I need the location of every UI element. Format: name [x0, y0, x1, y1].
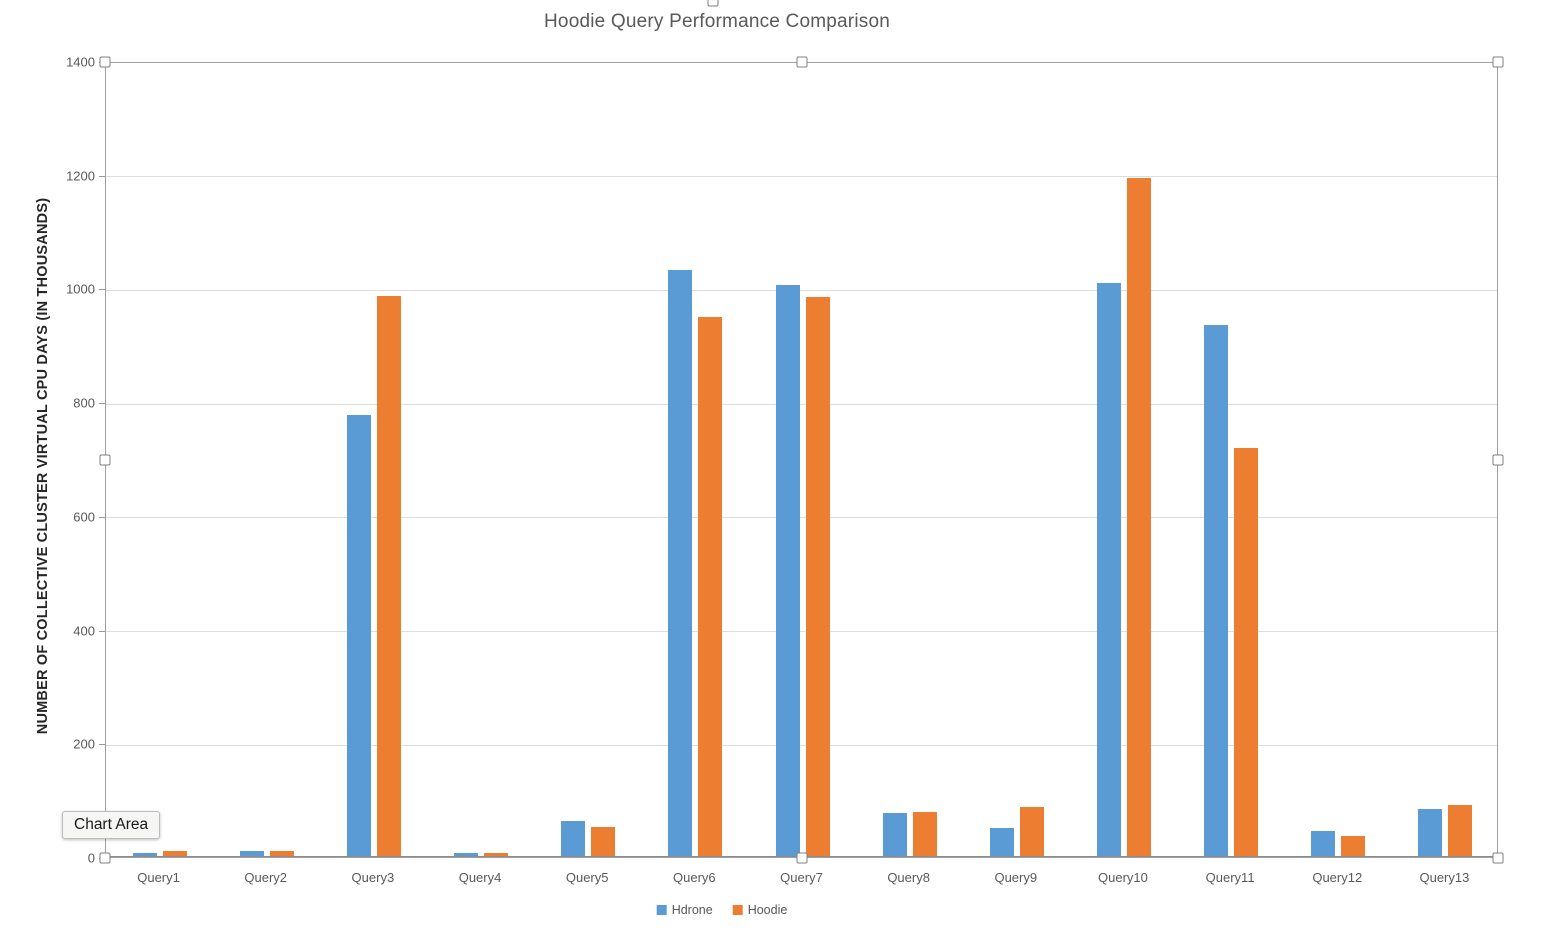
bar-hdrone-query9[interactable]: [989, 828, 1014, 856]
bar-hoodie-query7[interactable]: [805, 297, 830, 856]
bar-hoodie-query10[interactable]: [1126, 177, 1151, 856]
x-tick-label-query11: Query11: [1205, 870, 1255, 885]
bar-hoodie-query3[interactable]: [376, 295, 401, 856]
bar-hoodie-query5[interactable]: [591, 827, 616, 856]
bar-hdrone-query13[interactable]: [1418, 809, 1443, 856]
y-axis-tick: [99, 403, 105, 405]
gridline: [106, 744, 1497, 746]
bar-hdrone-query2[interactable]: [239, 850, 264, 856]
selection-handle-bottom-center[interactable]: [796, 852, 807, 864]
x-tick-label-query1: Query1: [137, 870, 180, 885]
y-tick-label: 400: [73, 623, 95, 639]
bar-hdrone-query8[interactable]: [882, 812, 907, 856]
bar-hoodie-query6[interactable]: [698, 317, 723, 856]
chart-title[interactable]: Hoodie Query Performance Comparison: [544, 11, 890, 32]
y-axis-tick: [99, 289, 105, 291]
x-tick-label-query2: Query2: [244, 870, 288, 885]
selection-handle-bottom-right[interactable]: [1492, 852, 1504, 864]
selection-handle-mid-right[interactable]: [1492, 454, 1504, 466]
x-tick-label-query5: Query5: [565, 870, 609, 885]
bar-hdrone-query12[interactable]: [1311, 830, 1336, 856]
bar-hoodie-query1[interactable]: [162, 850, 187, 856]
legend-label: Hdrone: [671, 903, 713, 917]
y-tick-label: 200: [73, 736, 95, 752]
x-tick-label-query10: Query10: [1098, 870, 1148, 885]
y-tick-label: 0: [87, 850, 95, 866]
x-tick-label-query13: Query13: [1419, 870, 1470, 885]
bar-hoodie-query13[interactable]: [1448, 804, 1473, 856]
bar-hoodie-query9[interactable]: [1019, 807, 1044, 856]
x-tick-label-query6: Query6: [673, 870, 716, 885]
gridline: [106, 176, 1497, 178]
legend-item-hdrone[interactable]: Hdrone: [656, 903, 713, 917]
bar-hoodie-query4[interactable]: [484, 853, 509, 856]
legend-swatch-hoodie: [732, 905, 743, 915]
bar-hdrone-query11[interactable]: [1204, 324, 1229, 856]
bar-hdrone-query1[interactable]: [132, 853, 157, 856]
selection-handle-chart-top-center[interactable]: [707, 0, 719, 7]
bar-hdrone-query4[interactable]: [454, 853, 479, 856]
bar-hdrone-query6[interactable]: [668, 270, 693, 856]
plot-area[interactable]: [105, 62, 1498, 858]
x-tick-label-query7: Query7: [780, 870, 823, 885]
selection-handle-mid-left[interactable]: [99, 454, 111, 466]
y-tick-label: 600: [73, 509, 95, 525]
x-tick-label-query8: Query8: [887, 870, 930, 885]
selection-handle-bottom-left[interactable]: [99, 852, 111, 864]
gridline: [106, 517, 1497, 519]
x-tick-label-query12: Query12: [1312, 870, 1363, 885]
gridline: [106, 403, 1497, 405]
y-tick-label: 800: [73, 395, 95, 411]
y-axis-tick: [99, 175, 105, 177]
legend-label: Hoodie: [747, 903, 788, 917]
bar-hoodie-query11[interactable]: [1234, 448, 1259, 856]
bar-hdrone-query5[interactable]: [561, 820, 586, 856]
x-tick-label-query3: Query3: [351, 870, 395, 885]
bar-hdrone-query10[interactable]: [1096, 282, 1121, 856]
bar-hoodie-query2[interactable]: [269, 851, 294, 856]
selection-handle-top-right[interactable]: [1492, 56, 1504, 68]
gridline: [106, 289, 1497, 291]
selection-handle-top-left[interactable]: [99, 56, 111, 68]
legend[interactable]: Hdrone Hoodie: [656, 903, 788, 917]
y-tick-label: 1000: [66, 281, 95, 297]
gridline: [106, 631, 1497, 633]
y-tick-label: 1400: [66, 54, 95, 70]
legend-item-hoodie[interactable]: Hoodie: [732, 903, 788, 917]
bar-hdrone-query3[interactable]: [346, 415, 371, 856]
bar-hoodie-query8[interactable]: [912, 812, 937, 856]
chart-area-tooltip: Chart Area: [62, 811, 161, 839]
selection-handle-top-center[interactable]: [796, 56, 807, 68]
y-axis-tick: [99, 516, 105, 518]
bar-hoodie-query12[interactable]: [1341, 836, 1366, 856]
x-tick-label-query4: Query4: [458, 870, 502, 885]
y-axis-tick: [99, 630, 105, 632]
y-axis-tick: [99, 744, 105, 746]
x-tick-label-query9: Query9: [994, 870, 1038, 885]
legend-swatch-hdrone: [656, 905, 667, 915]
bar-hdrone-query7[interactable]: [775, 284, 800, 856]
y-tick-label: 1200: [66, 168, 95, 184]
